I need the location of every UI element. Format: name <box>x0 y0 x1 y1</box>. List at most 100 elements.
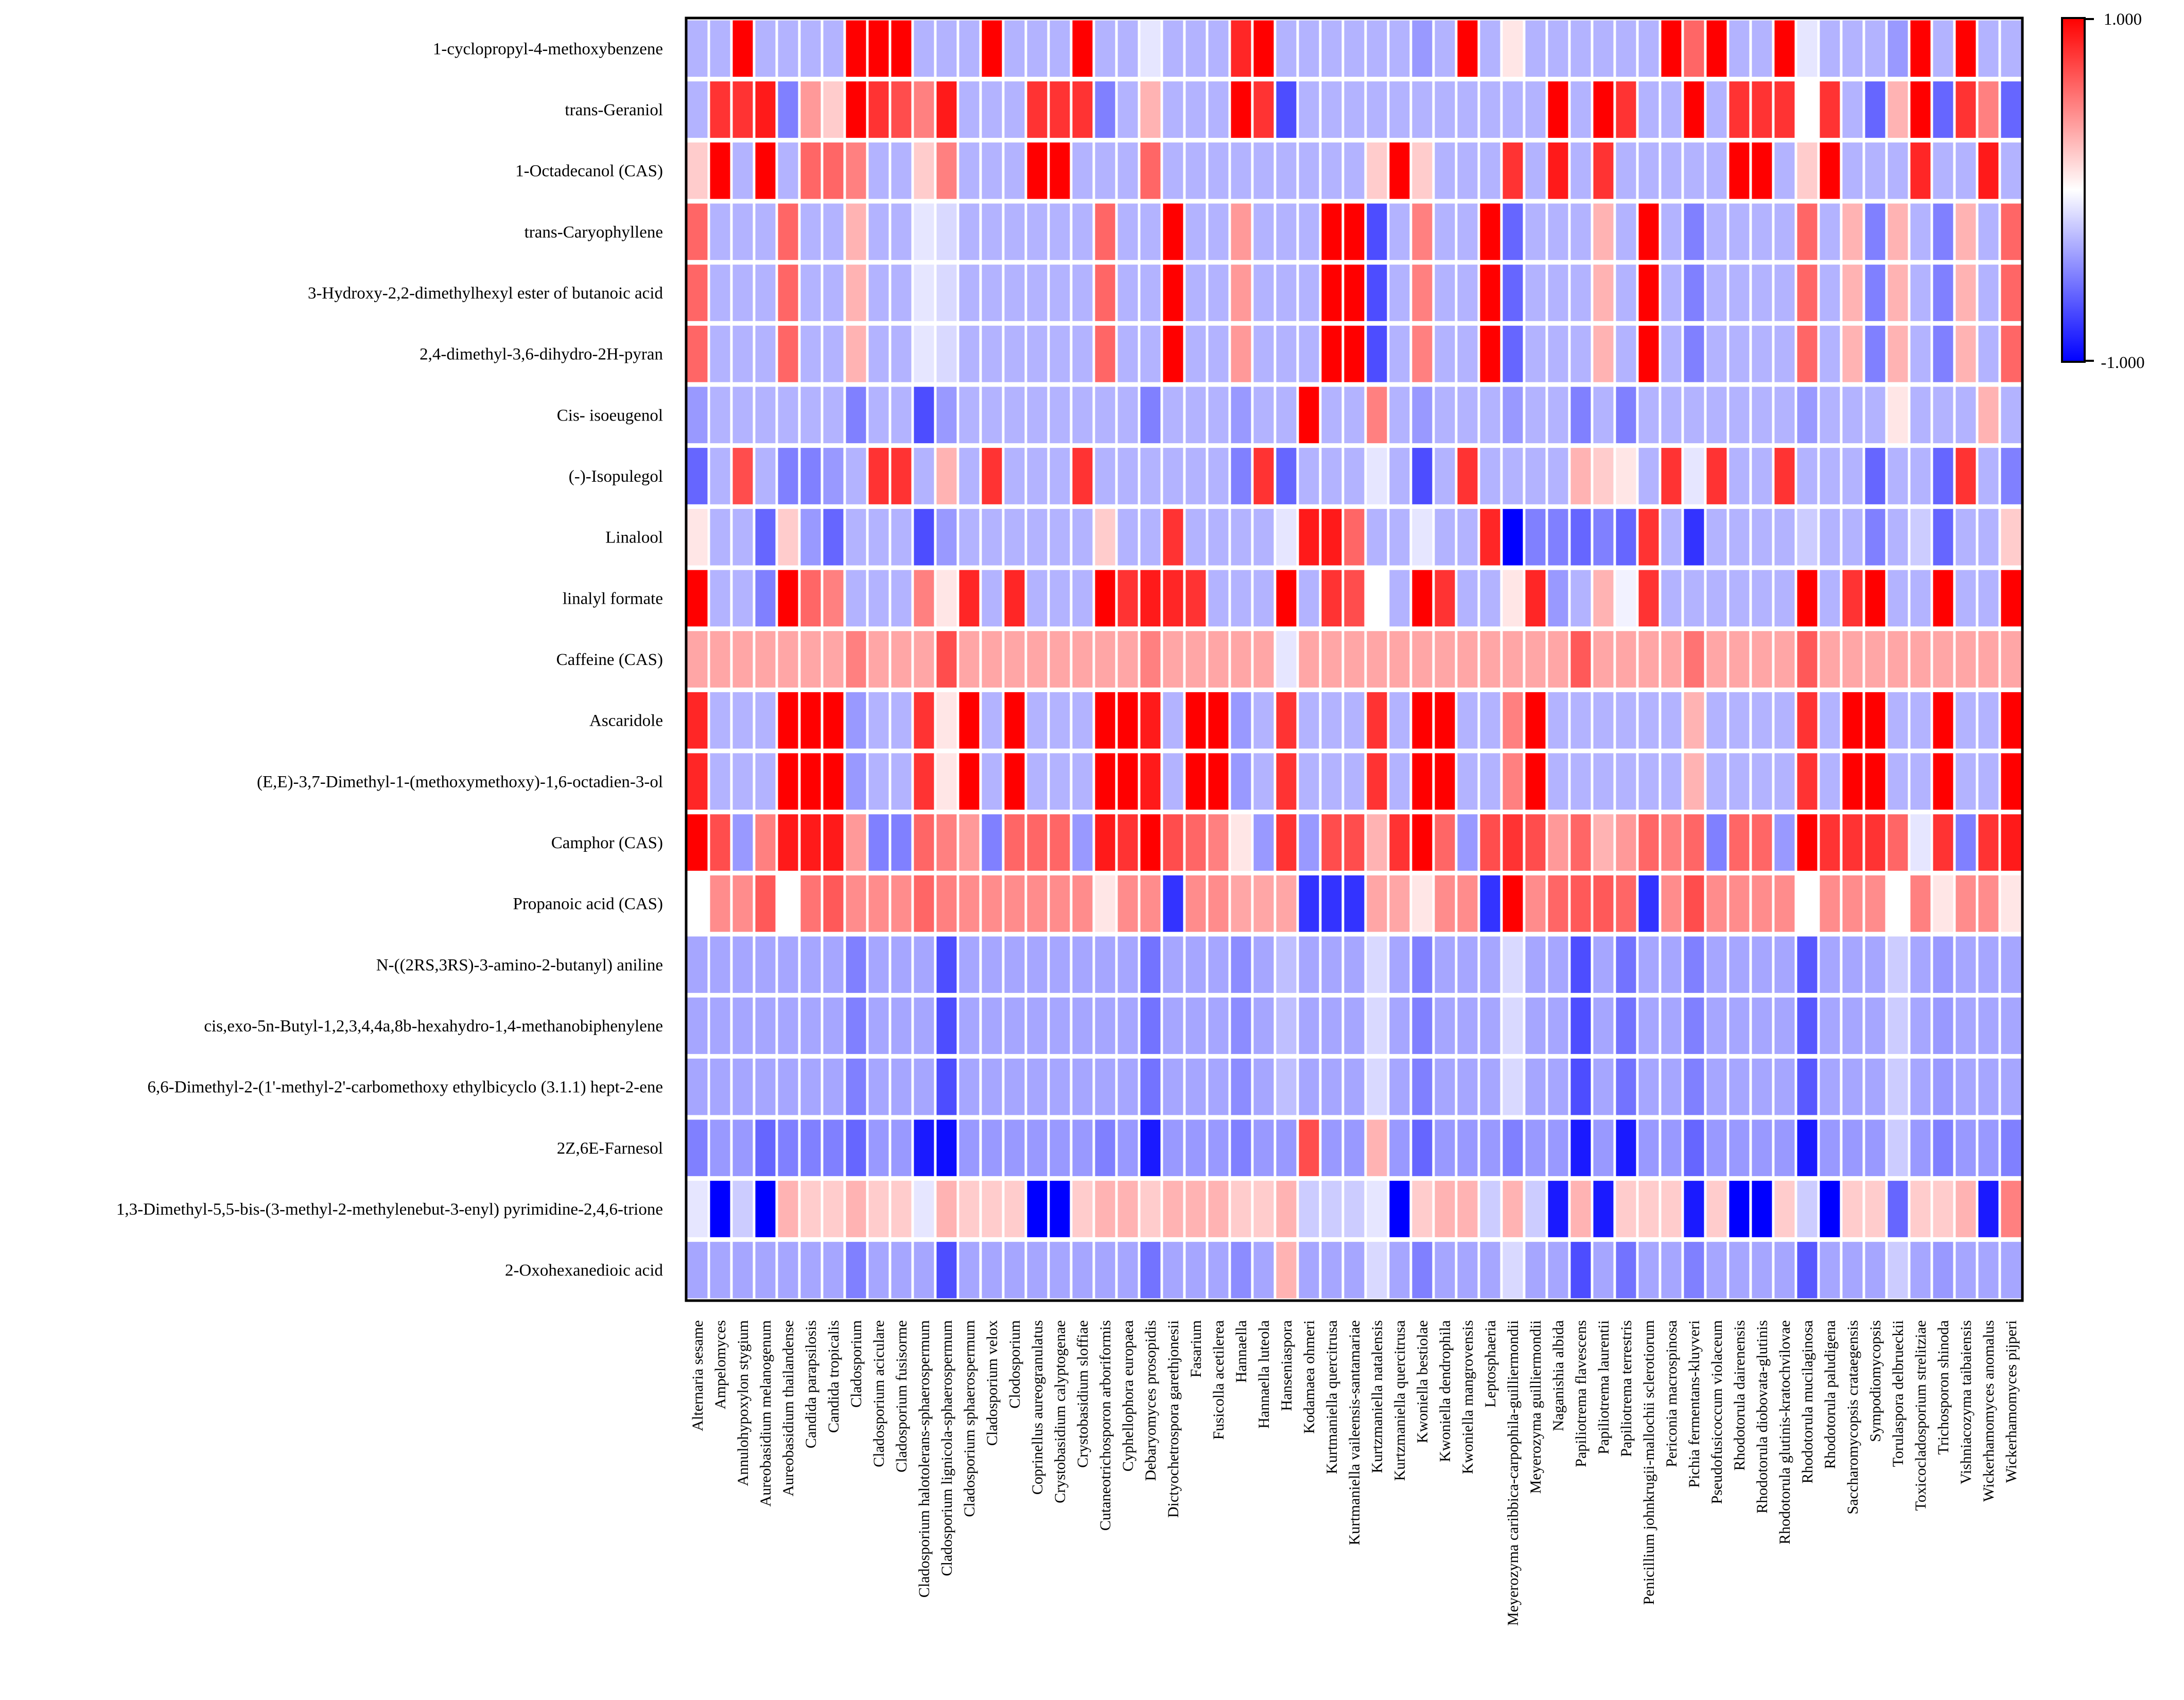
heatmap-cell <box>1163 325 1183 382</box>
heatmap-cell <box>755 875 776 932</box>
heatmap-cell <box>914 203 934 260</box>
heatmap-cell <box>1027 631 1047 688</box>
heatmap-cell <box>1276 325 1297 382</box>
heatmap-cell <box>1344 1119 1365 1177</box>
heatmap-cell <box>1502 936 1523 993</box>
heatmap-cell <box>1865 1058 1885 1115</box>
heatmap-cell <box>1706 692 1727 749</box>
column-label: Dictyochetrospora garethjonesii <box>1165 1320 1182 1518</box>
heatmap-cell <box>778 875 798 932</box>
heatmap-cell <box>1752 203 1772 260</box>
heatmap-cell <box>1593 265 1614 321</box>
heatmap-cell <box>823 265 844 321</box>
heatmap-cell <box>1978 265 1999 321</box>
heatmap-cell <box>914 1119 934 1177</box>
heatmap-cell <box>1978 325 1999 382</box>
heatmap-cell <box>1117 997 1138 1054</box>
heatmap-cell <box>755 387 776 444</box>
heatmap-cell <box>868 1181 889 1237</box>
heatmap-cell <box>710 631 730 688</box>
heatmap-cell <box>1095 1181 1115 1237</box>
heatmap-cell <box>1570 936 1591 993</box>
column-label: Crystobasidium sloffiae <box>1074 1320 1091 1468</box>
heatmap-cell <box>1389 81 1410 138</box>
heatmap-cell <box>1389 448 1410 504</box>
heatmap-cell <box>1027 1119 1047 1177</box>
heatmap-cell <box>1367 325 1387 382</box>
heatmap-cell <box>2001 936 2021 993</box>
color-legend: 1.000 -1.000 <box>2061 10 2145 372</box>
heatmap-cell <box>1638 1119 1659 1177</box>
heatmap-cell <box>1435 203 1455 260</box>
heatmap-cell <box>936 448 957 504</box>
heatmap-cell <box>891 814 912 871</box>
heatmap-cell <box>1163 1241 1183 1299</box>
heatmap-cell <box>1978 448 1999 504</box>
heatmap-cell <box>1004 692 1025 749</box>
heatmap-cell <box>1004 509 1025 566</box>
heatmap-cell <box>1820 20 1840 77</box>
heatmap-cell <box>2001 1181 2021 1237</box>
column-label: Kurtzmaniella natalensis <box>1369 1320 1386 1473</box>
heatmap-cell <box>1661 1119 1682 1177</box>
heatmap-cell <box>1072 753 1093 810</box>
heatmap-cell <box>846 142 866 199</box>
column-label: Wickerhamomyces anomalus <box>1980 1320 1997 1502</box>
heatmap-cell <box>1955 325 1976 382</box>
heatmap-cell <box>1616 509 1636 566</box>
heatmap-cell <box>710 1119 730 1177</box>
heatmap-cell <box>1593 631 1614 688</box>
heatmap-cell <box>1185 631 1206 688</box>
heatmap-cells <box>686 18 2022 1301</box>
heatmap-cell <box>1729 265 1750 321</box>
heatmap-cell <box>1706 20 1727 77</box>
heatmap-cell <box>1072 203 1093 260</box>
heatmap-cell <box>1412 142 1432 199</box>
heatmap-cell <box>1978 997 1999 1054</box>
heatmap-cell <box>1231 1181 1251 1237</box>
heatmap-cell <box>1706 631 1727 688</box>
heatmap-cell <box>1933 203 1953 260</box>
heatmap-cell <box>1435 936 1455 993</box>
heatmap-cell <box>1185 814 1206 871</box>
heatmap-cell <box>1344 20 1365 77</box>
heatmap-cell <box>1752 936 1772 993</box>
heatmap-cell <box>1095 81 1115 138</box>
heatmap-cell <box>823 1058 844 1115</box>
heatmap-cell <box>936 325 957 382</box>
heatmap-cell <box>1729 81 1750 138</box>
heatmap-cell <box>1820 265 1840 321</box>
heatmap-cell <box>1050 81 1070 138</box>
heatmap-cell <box>1253 325 1274 382</box>
heatmap-cell <box>982 692 1002 749</box>
column-label: Penicillium johnkrugii-mallochii sclerot… <box>1640 1320 1657 1605</box>
heatmap-cell <box>1163 203 1183 260</box>
heatmap-cell <box>914 265 934 321</box>
heatmap-cell <box>1570 692 1591 749</box>
heatmap-cell <box>1140 997 1161 1054</box>
heatmap-cell <box>914 325 934 382</box>
heatmap-cell <box>687 387 708 444</box>
heatmap-cell <box>1072 936 1093 993</box>
heatmap-cell <box>732 81 753 138</box>
heatmap-cell <box>1525 265 1546 321</box>
heatmap-cell <box>1095 997 1115 1054</box>
heatmap-cell <box>868 509 889 566</box>
heatmap-cell <box>1389 875 1410 932</box>
heatmap-cell <box>1933 753 1953 810</box>
heatmap-cell <box>687 997 708 1054</box>
heatmap-cell <box>710 997 730 1054</box>
heatmap-cell <box>1684 265 1704 321</box>
heatmap-cell <box>1502 509 1523 566</box>
heatmap-cell <box>891 387 912 444</box>
heatmap-cell <box>800 448 821 504</box>
heatmap-cell <box>1480 692 1500 749</box>
heatmap-cell <box>732 997 753 1054</box>
heatmap-cell <box>1616 1181 1636 1237</box>
heatmap-cell <box>1910 692 1931 749</box>
heatmap-cell <box>1888 814 1908 871</box>
heatmap-cell <box>1435 20 1455 77</box>
heatmap-cell <box>1231 936 1251 993</box>
heatmap-cell <box>1978 570 1999 627</box>
heatmap-cell <box>1095 875 1115 932</box>
